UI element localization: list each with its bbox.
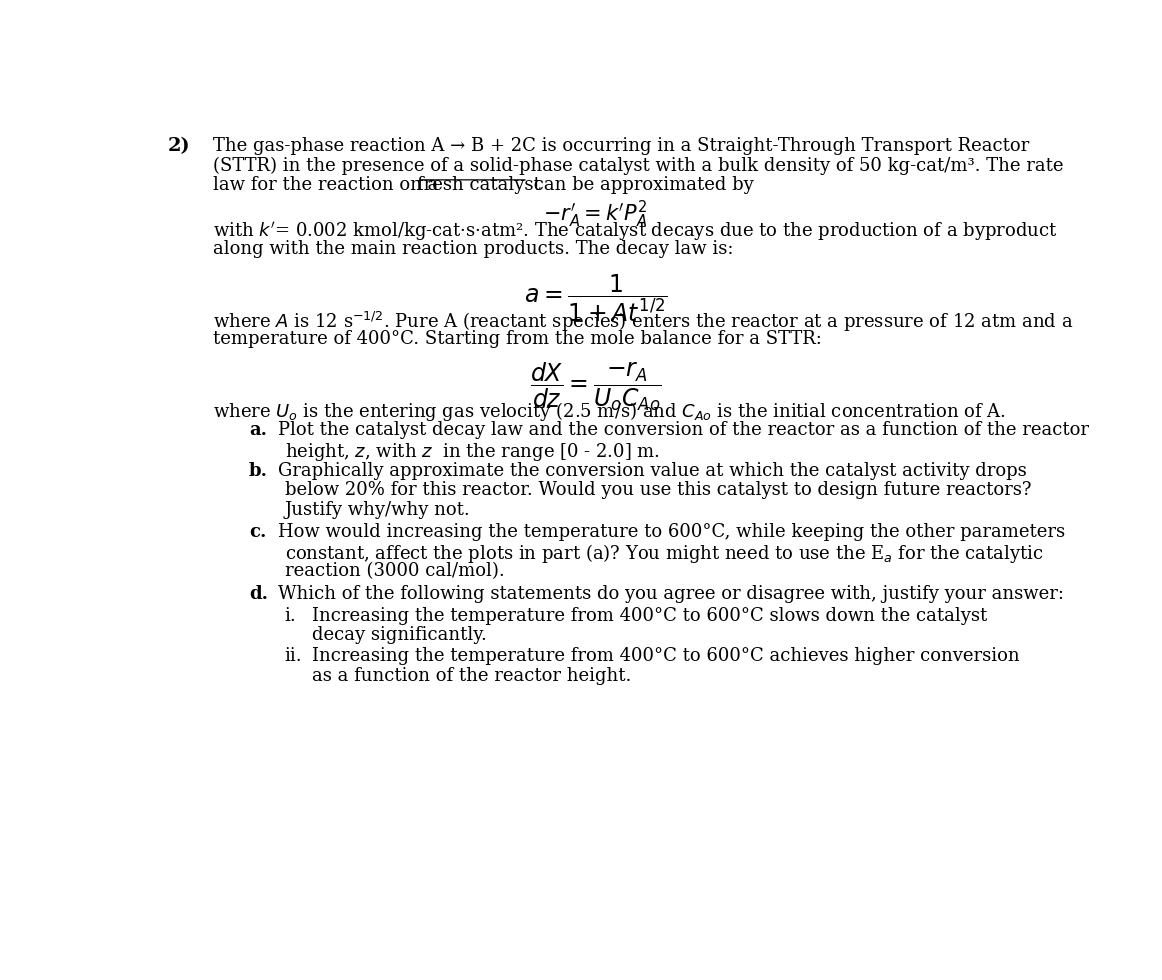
Text: Graphically approximate the conversion value at which the catalyst activity drop: Graphically approximate the conversion v… — [278, 462, 1026, 479]
Text: reaction (3000 cal/mol).: reaction (3000 cal/mol). — [285, 563, 504, 580]
Text: where $U_o$ is the entering gas velocity (2.5 m/s) and $C_{Ao}$ is the initial c: where $U_o$ is the entering gas velocity… — [213, 400, 1005, 422]
Text: $a = \dfrac{1}{1 + At^{1/2}}$: $a = \dfrac{1}{1 + At^{1/2}}$ — [524, 272, 667, 324]
Text: constant, affect the plots in part (a)? You might need to use the E$_a$ for the : constant, affect the plots in part (a)? … — [285, 543, 1043, 565]
Text: temperature of 400°C. Starting from the mole balance for a STTR:: temperature of 400°C. Starting from the … — [213, 329, 822, 348]
Text: as a function of the reactor height.: as a function of the reactor height. — [311, 667, 631, 685]
Text: The gas-phase reaction A → B + 2C is occurring in a Straight-Through Transport R: The gas-phase reaction A → B + 2C is occ… — [213, 137, 1030, 155]
Text: d.: d. — [249, 585, 267, 604]
Text: (STTR) in the presence of a solid-phase catalyst with a bulk density of 50 kg-ca: (STTR) in the presence of a solid-phase … — [213, 157, 1063, 175]
Text: fresh catalyst: fresh catalyst — [417, 176, 541, 194]
Text: height, $z$, with $z$  in the range [0 - 2.0] m.: height, $z$, with $z$ in the range [0 - … — [285, 441, 660, 463]
Text: How would increasing the temperature to 600°C, while keeping the other parameter: How would increasing the temperature to … — [278, 522, 1064, 541]
Text: can be approximated by: can be approximated by — [528, 176, 754, 194]
Text: 2): 2) — [167, 137, 191, 155]
Text: $\dfrac{dX}{dz} = \dfrac{-r_A}{U_o C_{Ao}}$: $\dfrac{dX}{dz} = \dfrac{-r_A}{U_o C_{Ao… — [530, 361, 661, 414]
Text: decay significantly.: decay significantly. — [311, 626, 487, 644]
Text: i.: i. — [285, 607, 296, 624]
Text: Increasing the temperature from 400°C to 600°C slows down the catalyst: Increasing the temperature from 400°C to… — [311, 607, 987, 624]
Text: law for the reaction on a: law for the reaction on a — [213, 176, 444, 194]
Text: Plot the catalyst decay law and the conversion of the reactor as a function of t: Plot the catalyst decay law and the conv… — [278, 421, 1089, 439]
Text: c.: c. — [249, 522, 266, 541]
Text: b.: b. — [249, 462, 267, 479]
Text: a.: a. — [249, 421, 267, 439]
Text: $-r_A^{\prime} = k^{\prime}P_A^2$: $-r_A^{\prime} = k^{\prime}P_A^2$ — [544, 198, 647, 229]
Text: along with the main reaction products. The decay law is:: along with the main reaction products. T… — [213, 240, 733, 258]
Text: Which of the following statements do you agree or disagree with, justify your an: Which of the following statements do you… — [278, 585, 1063, 604]
Text: with $k^{\prime}$= 0.002 kmol/kg-cat·s·atm². The catalyst decays due to the prod: with $k^{\prime}$= 0.002 kmol/kg-cat·s·a… — [213, 220, 1057, 243]
Text: Increasing the temperature from 400°C to 600°C achieves higher conversion: Increasing the temperature from 400°C to… — [311, 648, 1019, 665]
Text: ii.: ii. — [285, 648, 302, 665]
Text: below 20% for this reactor. Would you use this catalyst to design future reactor: below 20% for this reactor. Would you us… — [285, 481, 1032, 500]
Text: where $A$ is 12 s$^{-1/2}$. Pure A (reactant species) enters the reactor at a pr: where $A$ is 12 s$^{-1/2}$. Pure A (reac… — [213, 310, 1074, 334]
Text: Justify why/why not.: Justify why/why not. — [285, 501, 471, 519]
